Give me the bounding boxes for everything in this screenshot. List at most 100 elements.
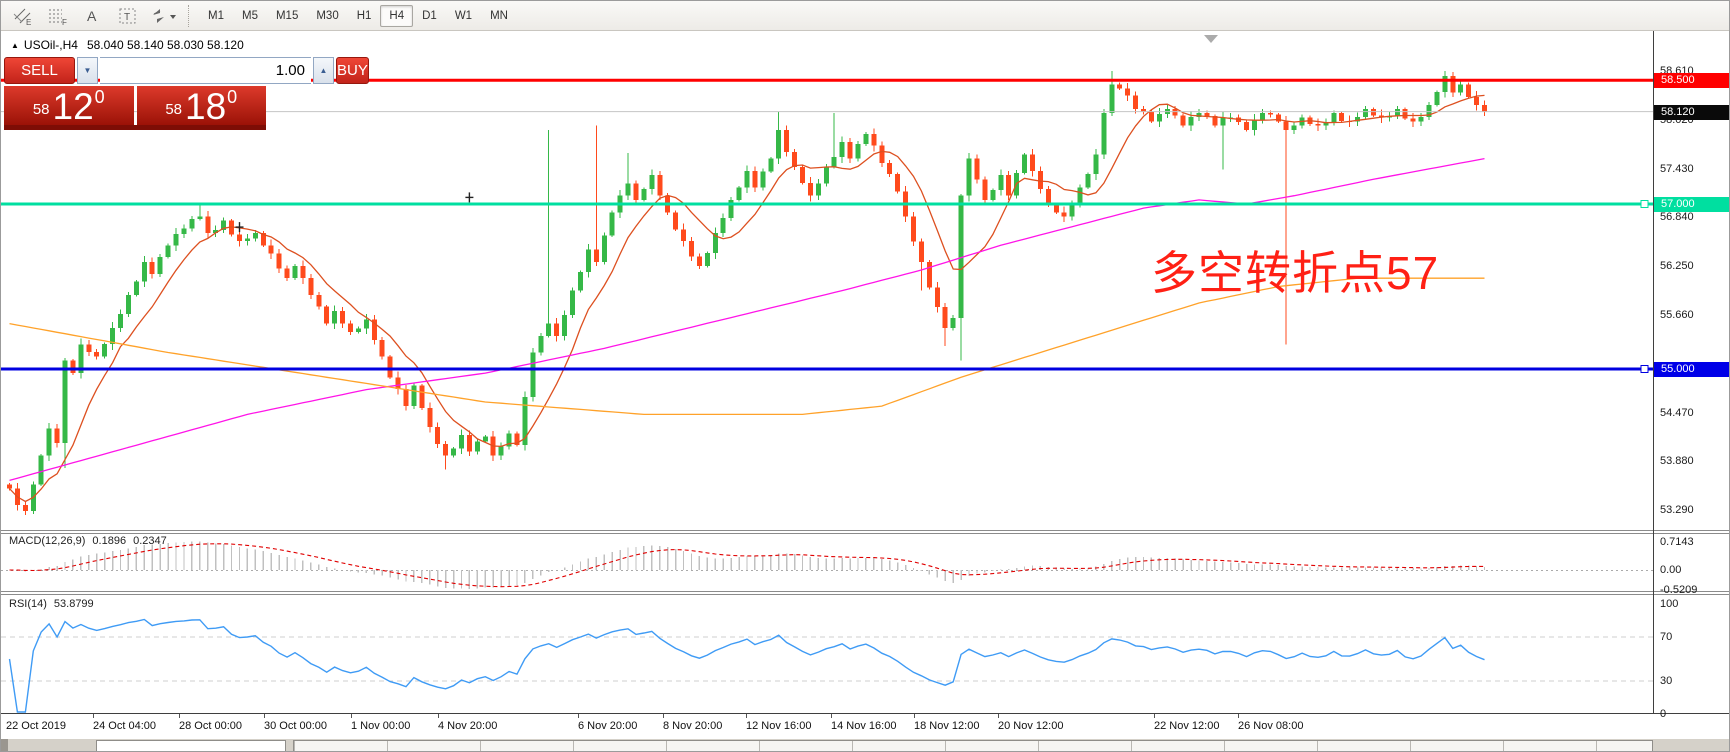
price-tick-53.880: 53.880	[1660, 455, 1694, 468]
macd-axis-0.7143: 0.7143	[1660, 536, 1694, 549]
macd-signal-value: 0.2347	[133, 535, 167, 547]
sell-price-big: 12	[52, 85, 94, 127]
macd-label: MACD(12,26,9) 0.1896 0.2347	[9, 535, 167, 547]
ma-slow-line	[9, 277, 1485, 416]
rsi-axis-0: 0	[1660, 708, 1667, 720]
price-tick-53.290: 53.290	[1660, 504, 1694, 517]
time-label-14[interactable]: 26 Nov 08:00	[1238, 720, 1304, 732]
trade-top-row: SELL ▼ ▲ BUY	[4, 57, 369, 84]
macd-signal-line	[9, 543, 1485, 588]
time-label-11[interactable]: 18 Nov 12:00	[914, 720, 980, 732]
macd-main-value: 0.1896	[92, 535, 127, 547]
chart-canvas[interactable]	[1, 31, 1730, 752]
scroll-to-end-icon[interactable]	[1204, 35, 1218, 43]
time-label-13[interactable]: 22 Nov 12:00	[1154, 720, 1220, 732]
scrollbar-box[interactable]	[96, 740, 286, 751]
rsi-axis-70: 70	[1660, 631, 1673, 643]
hline-handle-level-57000[interactable]	[1640, 200, 1649, 208]
timeframe-bar: M1 M5 M15 M30 H1 H4 D1 W1 MN	[199, 4, 517, 27]
volume-down-icon: ▼	[83, 66, 92, 75]
timeframe-w1[interactable]: W1	[454, 9, 473, 22]
time-label-1[interactable]: 22 Oct 2019	[6, 720, 66, 732]
price-tick-54.470: 54.470	[1660, 406, 1694, 419]
time-label-2[interactable]: 24 Oct 04:00	[93, 720, 156, 732]
timeframe-h1[interactable]: H1	[356, 9, 372, 22]
svg-text:F: F	[62, 18, 67, 26]
one-click-trade-widget: SELL ▼ ▲ BUY 58 12 0 58 18 0	[4, 57, 369, 130]
buy-price-small: 58	[165, 101, 182, 118]
volume-up-icon: ▲	[319, 66, 328, 75]
time-axis-ticks	[93, 714, 1239, 718]
cross-marker-1[interactable]	[235, 222, 244, 233]
equidistant-channel-tool[interactable]: E	[7, 3, 39, 29]
text-tool[interactable]: A	[77, 3, 109, 29]
trade-price-row: 58 12 0 58 18 0	[4, 86, 266, 125]
buy-price-panel[interactable]: 58 18 0	[136, 85, 266, 127]
timeframe-m15[interactable]: M15	[275, 9, 299, 22]
time-label-9[interactable]: 12 Nov 16:00	[746, 720, 812, 732]
rsi-value: 53.8799	[53, 598, 94, 610]
timeframe-m5[interactable]: M5	[241, 9, 258, 22]
time-label-4[interactable]: 30 Oct 00:00	[264, 720, 327, 732]
price-tick-55.660: 55.660	[1660, 308, 1694, 321]
sell-button[interactable]: SELL	[4, 57, 75, 84]
price-tick-56.840: 56.840	[1660, 211, 1694, 224]
macd-axis--0.5209: -0.5209	[1660, 584, 1698, 597]
cross-marker-2[interactable]	[465, 192, 474, 203]
rsi-axis-100: 100	[1660, 598, 1679, 610]
sell-price-small: 58	[32, 101, 50, 118]
text-label-tool[interactable]: T	[112, 3, 144, 29]
toolbar-separator	[188, 4, 190, 27]
scrollbar-knob[interactable]	[1, 739, 8, 751]
collapse-triangle-icon[interactable]: ▲	[11, 41, 19, 50]
buy-price-sup: 0	[227, 87, 238, 107]
time-label-6[interactable]: 4 Nov 20:00	[438, 720, 498, 732]
price-tick-57.430: 57.430	[1660, 162, 1694, 175]
sell-price-panel[interactable]: 58 12 0	[4, 86, 134, 125]
ma-medium-line	[9, 157, 1485, 482]
bottom-scrollbar[interactable]	[1, 739, 1729, 751]
svg-text:A: A	[87, 8, 97, 24]
ma-fast-line	[9, 94, 1485, 503]
timeframe-mn[interactable]: MN	[490, 9, 508, 22]
price-badge-57.000: 57.000	[1654, 197, 1729, 212]
time-label-10[interactable]: 14 Nov 16:00	[831, 720, 897, 732]
volume-increase-button[interactable]: ▲	[313, 57, 334, 84]
price-badge-55.000: 55.000	[1654, 362, 1729, 377]
arrow-objects-tool[interactable]	[147, 3, 179, 29]
time-label-5[interactable]: 1 Nov 00:00	[351, 720, 411, 732]
buy-price-big: 18	[185, 85, 227, 127]
timeframe-h4[interactable]: H4	[380, 4, 414, 27]
candles-layer	[7, 71, 1487, 516]
buy-button[interactable]: BUY	[336, 57, 369, 84]
timeframe-m30[interactable]: M30	[316, 9, 339, 22]
time-label-7[interactable]: 6 Nov 20:00	[578, 720, 638, 732]
macd-histogram	[16, 541, 1486, 589]
chinese-annotation-text[interactable]: 多空转折点57	[1151, 247, 1440, 299]
volume-input[interactable]	[100, 57, 311, 84]
rsi-line	[8, 618, 1485, 713]
sell-price-sup: 0	[94, 87, 105, 107]
time-label-3[interactable]: 28 Oct 00:00	[179, 720, 242, 732]
macd-axis-0.00: 0.00	[1660, 564, 1682, 576]
time-label-12[interactable]: 20 Nov 12:00	[998, 720, 1064, 732]
volume-decrease-button[interactable]: ▼	[77, 57, 98, 84]
time-label-8[interactable]: 8 Nov 20:00	[663, 720, 723, 732]
main-toolbar: E F A T M1 M5 M15 M30 H1 H4 D1 W1 MN	[1, 1, 1729, 31]
svg-text:T: T	[124, 12, 130, 23]
chart-window: ▲ USOil-,H4 58.040 58.140 58.030 58.120 SE…	[1, 31, 1730, 752]
panel-separators[interactable]	[1, 31, 1730, 714]
timeframe-d1[interactable]: D1	[422, 9, 437, 22]
timeframe-m1[interactable]: M1	[208, 9, 224, 22]
symbol-ohlc-values: 58.040 58.140 58.030 58.120	[86, 38, 244, 52]
price-tick-56.250: 56.250	[1660, 259, 1694, 272]
scrollbar-track[interactable]	[293, 740, 1653, 751]
price-badge-58.500: 58.500	[1654, 73, 1729, 89]
rsi-axis-30: 30	[1660, 675, 1673, 687]
trade-widget-footer	[4, 125, 266, 130]
symbol-info-bar: ▲ USOil-,H4 58.040 58.140 58.030 58.120	[11, 38, 244, 52]
hline-handle-support-55000[interactable]	[1640, 365, 1649, 373]
fibonacci-retracement-tool[interactable]: F	[42, 3, 74, 29]
